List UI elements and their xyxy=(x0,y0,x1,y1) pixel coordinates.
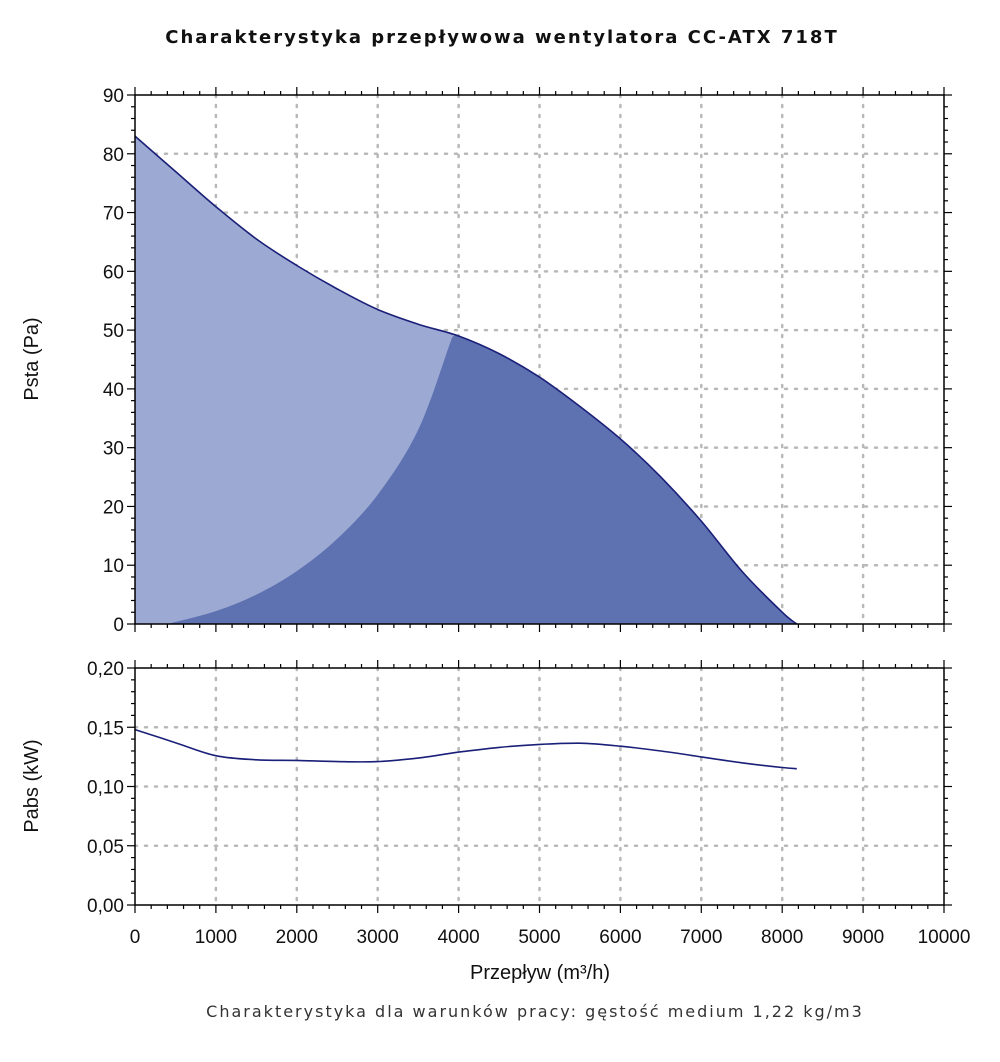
x-tick-label: 3000 xyxy=(357,927,399,948)
x-tick-label: 6000 xyxy=(599,927,641,948)
power-curve xyxy=(134,728,797,770)
y-tick-label: 50 xyxy=(103,321,124,342)
chart-title: Charakterystyka przepływowa wentylatora … xyxy=(165,27,838,48)
y-tick-label: 10 xyxy=(103,556,124,577)
x-tick-label: 4000 xyxy=(437,927,479,948)
x-tick-label: 1000 xyxy=(195,927,237,948)
x-tick-label: 9000 xyxy=(842,927,884,948)
y-tick-label: 0,05 xyxy=(87,837,124,858)
x-tick-label: 7000 xyxy=(680,927,722,948)
power-axis-label: Pabs (kW) xyxy=(21,739,43,832)
power-tick-labels: 0,00 0,05 0,10 0,15 0,20 xyxy=(87,659,124,917)
pressure-frame xyxy=(134,94,945,625)
chart-footer-note: Charakterystyka dla warunków pracy: gęst… xyxy=(206,1002,864,1021)
x-tick-label: 8000 xyxy=(761,927,803,948)
y-tick-label: 0,20 xyxy=(87,659,124,680)
y-tick-label: 90 xyxy=(103,86,124,107)
operating-area-dark xyxy=(167,335,797,624)
y-tick-label: 20 xyxy=(103,497,124,518)
power-frame xyxy=(134,667,945,906)
x-tick-label: 0 xyxy=(130,927,141,948)
power-panel: 0,00 0,05 0,10 0,15 0,20 0 1000 2000 3000 4000 50… xyxy=(21,659,970,984)
x-tick-label: 2000 xyxy=(276,927,318,948)
pressure-tick-labels: 0 10 20 30 40 50 60 70 80 90 xyxy=(103,86,124,636)
flow-tick-labels: 0 1000 2000 3000 4000 5000 6000 7000 8000 9000 100… xyxy=(130,927,971,948)
y-tick-label: 40 xyxy=(103,380,124,401)
power-gridlines xyxy=(133,666,946,907)
y-tick-label: 80 xyxy=(103,145,124,166)
flow-axis-label: Przepływ (m³/h) xyxy=(470,962,610,984)
pressure-axis-label: Psta (Pa) xyxy=(21,317,43,400)
y-tick-label: 30 xyxy=(103,439,124,460)
pressure-curve xyxy=(134,135,798,625)
x-tick-label: 5000 xyxy=(518,927,560,948)
y-tick-label: 0,10 xyxy=(87,778,124,799)
x-tick-label: 10000 xyxy=(918,927,971,948)
y-tick-label: 0 xyxy=(113,615,124,636)
pressure-panel: 0 10 20 30 40 50 60 70 80 90 Psta (Pa) xyxy=(21,86,952,636)
y-tick-label: 60 xyxy=(103,262,124,283)
y-tick-label: 0,15 xyxy=(87,718,124,739)
y-tick-label: 0,00 xyxy=(87,896,124,917)
y-tick-label: 70 xyxy=(103,204,124,225)
